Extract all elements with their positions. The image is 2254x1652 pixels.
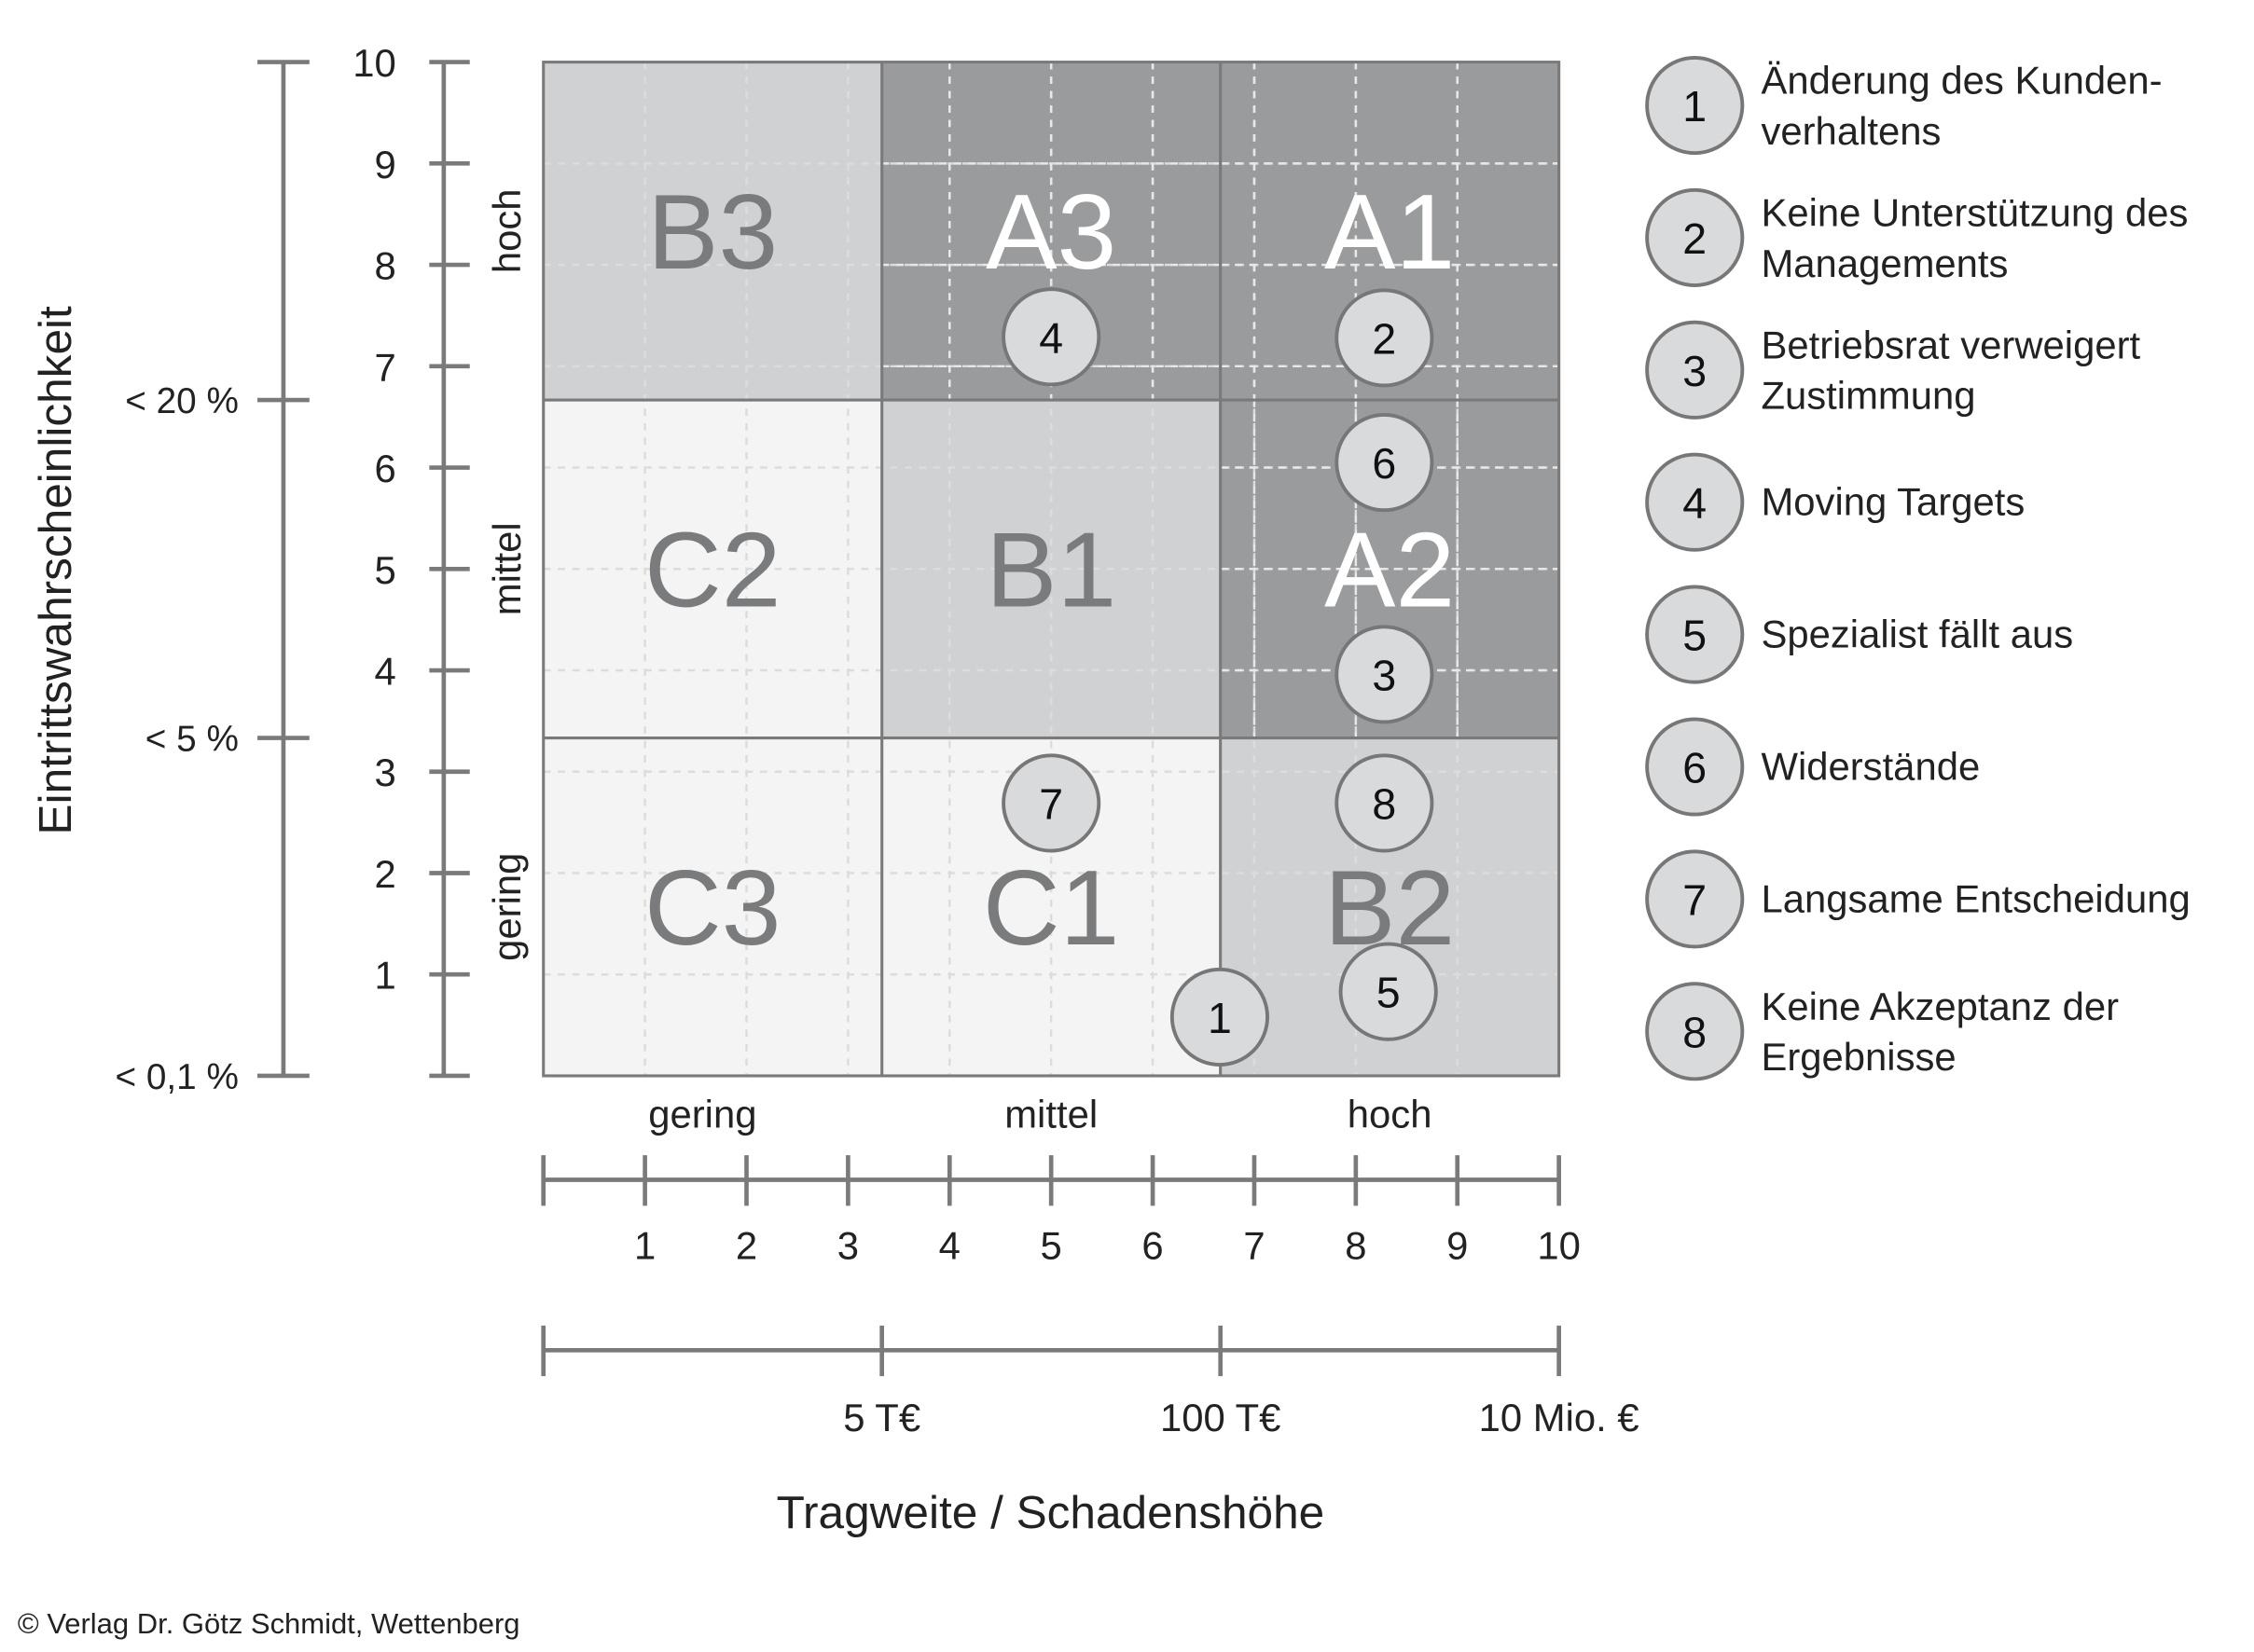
x-tick-label: 10 <box>1537 1224 1581 1268</box>
risk-points: 1 2 3 4 5 6 7 8 <box>1002 287 1438 1067</box>
legend: 1 Änderung des Kunden-verhaltens 2 Keine Un… <box>1645 56 2191 1081</box>
legend-label-line2: Ergebnisse <box>1761 1035 1956 1079</box>
legend-label: Widerstände <box>1761 744 1980 788</box>
legend-label: Keine Akzeptanz der <box>1761 984 2119 1028</box>
y-tick-label: 1 <box>374 954 395 998</box>
risk-point-number: 3 <box>1372 651 1396 699</box>
region-label-a2: A2 <box>1324 511 1455 630</box>
region-b3 <box>543 62 882 401</box>
risk-point-5 <box>1338 942 1438 1041</box>
x-category-label: mittel <box>1004 1093 1098 1136</box>
legend-marker-number: 1 <box>1682 82 1707 131</box>
legend-label: Spezialist fällt aus <box>1761 613 2073 656</box>
y-tick-label: 3 <box>374 750 395 794</box>
x-category-label: gering <box>648 1093 756 1136</box>
legend-marker-number: 4 <box>1682 479 1707 528</box>
risk-point-2 <box>1334 288 1434 388</box>
legend-marker-number: 6 <box>1682 744 1707 792</box>
x-tick-label: 9 <box>1446 1224 1468 1268</box>
x-tick-label: 8 <box>1345 1224 1366 1268</box>
risk-point-4 <box>1002 287 1101 387</box>
legend-marker-8 <box>1645 982 1745 1081</box>
copyright-notice: © Verlag Dr. Götz Schmidt, Wettenberg <box>18 1607 520 1640</box>
probability-tick-label: < 0,1 % <box>116 1057 239 1097</box>
legend-marker-7 <box>1645 849 1745 949</box>
legend-label: Betriebsrat verweigert <box>1761 323 2140 366</box>
region-label-a1: A1 <box>1324 172 1455 292</box>
x-tick-label: 4 <box>939 1224 961 1268</box>
legend-marker-number: 8 <box>1682 1008 1707 1056</box>
money-tick-label: 5 T€ <box>843 1396 920 1439</box>
probability-tick-label: < 5 % <box>145 719 239 759</box>
money-tick-label: 10 Mio. € <box>1479 1396 1639 1439</box>
legend-label: Langsame Entscheidung <box>1761 876 2190 920</box>
region-label-c1: C1 <box>983 848 1120 968</box>
legend-label-line2: verhaltens <box>1761 109 1941 153</box>
y-category-label: mittel <box>485 522 529 615</box>
risk-point-7 <box>1002 753 1101 853</box>
probability-tick-label: < 20 % <box>125 381 239 421</box>
x-tick-label: 3 <box>837 1224 859 1268</box>
legend-marker-3 <box>1645 320 1745 420</box>
risk-point-number: 2 <box>1372 314 1396 363</box>
region-label-c2: C2 <box>644 511 781 630</box>
matrix-border <box>542 61 1561 1078</box>
y-tick-label: 8 <box>374 244 395 288</box>
legend-marker-5 <box>1645 585 1745 684</box>
risk-point-number: 8 <box>1372 780 1396 829</box>
x-tick-label: 6 <box>1141 1224 1163 1268</box>
legend-marker-number: 5 <box>1682 612 1707 660</box>
matrix-borders <box>542 61 1561 1078</box>
region-label-c3: C3 <box>644 848 781 968</box>
y-category-label: hoch <box>485 188 529 273</box>
y-tick-label: 4 <box>374 650 395 694</box>
region-label-b1: B1 <box>986 511 1116 630</box>
region-label-b3: B3 <box>647 172 778 292</box>
axes: 1 2 3 4 5 6 7 8 9 10 < 20 % < 5 % < 0,1 % gering mitte… <box>116 41 1639 1439</box>
legend-marker-1 <box>1645 56 1745 156</box>
legend-marker-4 <box>1645 452 1745 552</box>
risk-point-1 <box>1169 967 1269 1067</box>
x-tick-label: 1 <box>634 1224 656 1268</box>
y-tick-label: 6 <box>374 447 395 490</box>
y-tick-label: 10 <box>353 41 396 85</box>
y-tick-label: 2 <box>374 852 395 896</box>
legend-label: Moving Targets <box>1761 480 2025 524</box>
x-tick-label: 7 <box>1243 1224 1265 1268</box>
y-tick-label: 9 <box>374 143 395 186</box>
region-c2 <box>543 400 882 738</box>
risk-point-8 <box>1334 753 1434 853</box>
risk-point-number: 6 <box>1372 439 1396 488</box>
legend-label-line2: Zustimmung <box>1761 374 1975 418</box>
legend-marker-2 <box>1645 187 1745 288</box>
money-tick-label: 100 T€ <box>1160 1396 1280 1439</box>
legend-label: Änderung des Kunden- <box>1761 59 2162 103</box>
legend-label-line2: Managements <box>1761 241 2008 285</box>
risk-point-number: 7 <box>1039 780 1063 829</box>
x-tick-label: 5 <box>1041 1224 1062 1268</box>
risk-point-3 <box>1334 625 1434 724</box>
y-tick-label: 5 <box>374 548 395 592</box>
risk-point-number: 5 <box>1376 969 1401 1017</box>
region-label-a3: A3 <box>986 172 1116 292</box>
legend-label: Keine Unterstützung des <box>1761 191 2188 235</box>
legend-marker-number: 2 <box>1682 214 1707 263</box>
legend-marker-number: 3 <box>1682 347 1707 395</box>
y-tick-label: 7 <box>374 345 395 389</box>
region-c3 <box>543 737 882 1076</box>
risk-point-6 <box>1334 413 1434 513</box>
legend-marker-6 <box>1645 717 1745 817</box>
risk-point-number: 1 <box>1208 994 1232 1042</box>
x-axis-title: Tragweite / Schadenshöhe <box>777 1486 1325 1538</box>
x-category-label: hoch <box>1348 1093 1432 1136</box>
risk-point-number: 4 <box>1039 313 1063 362</box>
y-axis-title: Eintrittswahrscheinlichkeit <box>29 306 81 834</box>
y-category-label: gering <box>485 853 529 961</box>
legend-marker-number: 7 <box>1682 875 1707 924</box>
x-tick-label: 2 <box>736 1224 757 1268</box>
